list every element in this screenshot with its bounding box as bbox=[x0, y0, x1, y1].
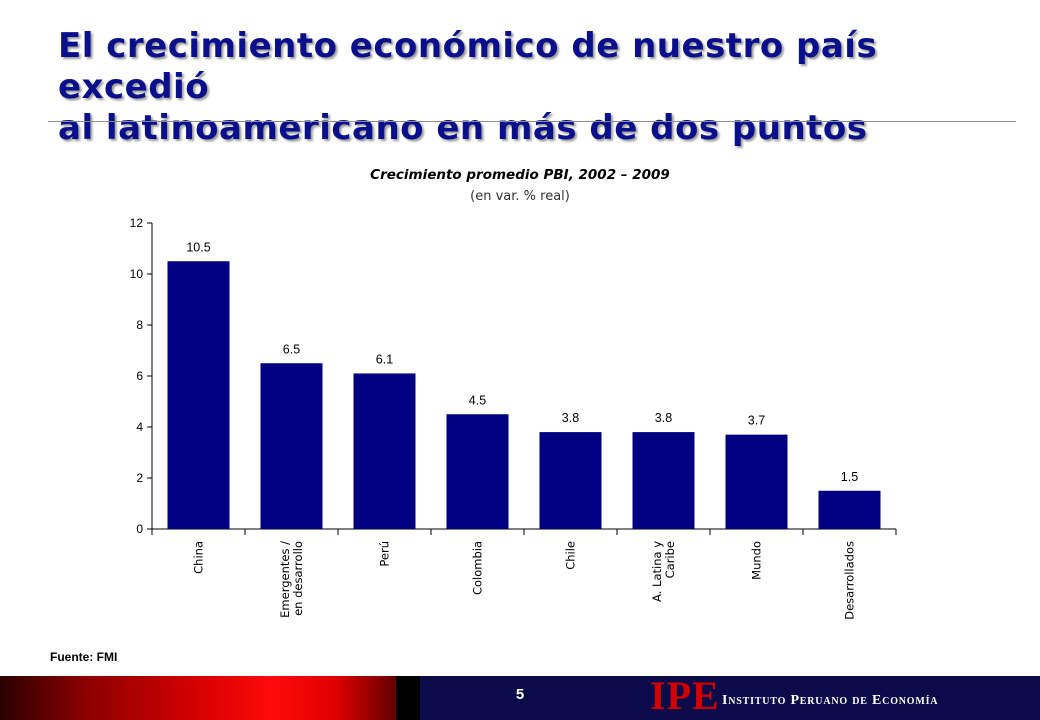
bar bbox=[167, 261, 230, 529]
x-category-label: Colombia bbox=[471, 541, 485, 595]
bar-value-label: 6.5 bbox=[283, 342, 300, 356]
bar bbox=[539, 432, 602, 529]
slide-title: El crecimiento económico de nuestro país… bbox=[58, 26, 1018, 149]
x-category-label-line: Emergentes / bbox=[278, 541, 292, 618]
title-divider bbox=[48, 121, 1016, 122]
bar bbox=[632, 432, 695, 529]
x-category-label: Perú bbox=[378, 541, 392, 567]
bar bbox=[260, 363, 323, 529]
x-category-label: Chile bbox=[564, 541, 578, 570]
bar bbox=[725, 434, 788, 529]
chart-title: Crecimiento promedio PBI, 2002 – 2009 bbox=[370, 167, 670, 183]
slide-title-line1: El crecimiento económico de nuestro país… bbox=[58, 26, 878, 107]
x-category-label: Emergentes /en desarrollo bbox=[278, 541, 305, 618]
y-tick-label: 10 bbox=[130, 267, 144, 281]
x-category-label-line: Perú bbox=[378, 541, 392, 567]
bar-value-label: 3.8 bbox=[655, 411, 672, 425]
bar-value-label: 3.8 bbox=[562, 411, 579, 425]
bar-value-label: 4.5 bbox=[469, 393, 486, 407]
page-number: 5 bbox=[515, 686, 525, 703]
source-note: Fuente: FMI bbox=[50, 650, 118, 664]
footer-gradient bbox=[0, 676, 420, 720]
x-category-label-line: China bbox=[192, 541, 206, 574]
bar-value-label: 6.1 bbox=[376, 352, 393, 366]
bar-value-label: 1.5 bbox=[841, 470, 858, 484]
x-category-label: A. Latina yCaribe bbox=[650, 541, 677, 602]
y-tick-label: 2 bbox=[136, 471, 143, 485]
y-tick-label: 4 bbox=[136, 420, 143, 434]
x-category-label: Mundo bbox=[750, 541, 764, 580]
x-category-label: Desarrollados bbox=[843, 541, 857, 620]
chart-subtitle: (en var. % real) bbox=[470, 189, 570, 204]
x-category-label-line: Chile bbox=[564, 541, 578, 570]
y-tick-label: 12 bbox=[130, 216, 144, 230]
bar bbox=[353, 373, 416, 529]
footer-bar: 5 IPE Instituto Peruano de Economía bbox=[0, 676, 1040, 720]
y-tick-label: 0 bbox=[136, 522, 143, 536]
x-category-label-line: A. Latina y bbox=[650, 541, 664, 602]
bar bbox=[446, 414, 509, 529]
x-category-label-line: en desarrollo bbox=[291, 541, 305, 616]
x-category-label: China bbox=[192, 541, 206, 574]
x-category-label-line: Mundo bbox=[750, 541, 764, 580]
bar-chart: 0 2 4 6 8 10 12 10.5 China 6.5 Emergentes /en desa… bbox=[130, 216, 897, 620]
bar-value-label: 3.7 bbox=[748, 414, 765, 428]
y-tick-label: 6 bbox=[136, 369, 143, 383]
institute-name: Instituto Peruano de Economía bbox=[722, 693, 939, 708]
footer-divider bbox=[396, 676, 420, 720]
x-category-label-line: Colombia bbox=[471, 541, 485, 595]
bar bbox=[818, 490, 881, 529]
y-tick-label: 8 bbox=[136, 318, 143, 332]
ipe-logo: IPE bbox=[650, 676, 720, 718]
bar-value-label: 10.5 bbox=[186, 240, 210, 254]
slide-title-line2: al latinoamericano en más de dos puntos bbox=[58, 108, 868, 148]
x-category-label-line: Desarrollados bbox=[843, 541, 857, 620]
x-category-label-line: Caribe bbox=[663, 541, 677, 578]
